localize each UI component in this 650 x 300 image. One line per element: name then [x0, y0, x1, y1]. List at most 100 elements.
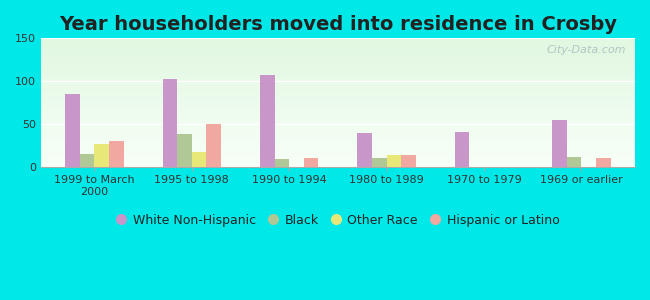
Bar: [41, 110, 635, 112]
Bar: [41, 116, 635, 117]
Bar: [274, 159, 289, 167]
Bar: [41, 73, 635, 74]
Bar: [41, 103, 635, 104]
Bar: [41, 98, 635, 99]
Bar: [41, 61, 635, 63]
Bar: [41, 100, 635, 101]
Bar: [41, 63, 635, 64]
Bar: [41, 101, 635, 103]
Bar: [41, 127, 635, 128]
Title: Year householders moved into residence in Crosby: Year householders moved into residence i…: [59, 15, 617, 34]
Bar: [41, 91, 635, 92]
Bar: [455, 132, 469, 167]
Bar: [401, 155, 416, 167]
Bar: [162, 79, 177, 167]
Bar: [41, 159, 635, 160]
Bar: [552, 120, 567, 167]
Bar: [41, 112, 635, 113]
Bar: [41, 92, 635, 94]
Bar: [41, 157, 635, 158]
Bar: [41, 117, 635, 118]
Bar: [41, 148, 635, 149]
Bar: [41, 154, 635, 155]
Bar: [41, 104, 635, 105]
Bar: [41, 82, 635, 83]
Bar: [41, 144, 635, 145]
Bar: [80, 154, 94, 167]
Bar: [41, 160, 635, 162]
Bar: [41, 67, 635, 68]
Bar: [41, 42, 635, 44]
Bar: [41, 141, 635, 142]
Bar: [41, 130, 635, 131]
Bar: [41, 121, 635, 122]
Bar: [41, 126, 635, 127]
Bar: [41, 95, 635, 96]
Bar: [41, 108, 635, 109]
Bar: [41, 139, 635, 140]
Bar: [596, 158, 610, 167]
Bar: [177, 134, 192, 167]
Bar: [41, 69, 635, 70]
Bar: [41, 164, 635, 166]
Bar: [41, 145, 635, 146]
Bar: [41, 88, 635, 90]
Bar: [41, 136, 635, 137]
Bar: [387, 155, 401, 167]
Bar: [41, 72, 635, 73]
Bar: [41, 77, 635, 78]
Bar: [41, 142, 635, 144]
Bar: [41, 153, 635, 154]
Bar: [41, 52, 635, 54]
Bar: [41, 49, 635, 50]
Bar: [41, 47, 635, 49]
Bar: [41, 155, 635, 157]
Bar: [94, 144, 109, 167]
Bar: [41, 114, 635, 116]
Bar: [41, 119, 635, 121]
Bar: [41, 59, 635, 60]
Bar: [41, 122, 635, 123]
Bar: [109, 141, 124, 167]
Bar: [41, 41, 635, 42]
Bar: [41, 74, 635, 76]
Bar: [41, 56, 635, 58]
Bar: [41, 80, 635, 81]
Bar: [41, 38, 635, 40]
Bar: [41, 131, 635, 132]
Bar: [41, 51, 635, 52]
Bar: [41, 140, 635, 141]
Bar: [358, 133, 372, 167]
Bar: [41, 99, 635, 100]
Bar: [41, 55, 635, 56]
Bar: [41, 46, 635, 47]
Bar: [41, 44, 635, 45]
Bar: [41, 45, 635, 46]
Bar: [207, 124, 221, 167]
Bar: [41, 146, 635, 148]
Bar: [41, 87, 635, 88]
Bar: [41, 50, 635, 51]
Bar: [41, 83, 635, 85]
Bar: [41, 135, 635, 136]
Bar: [41, 85, 635, 86]
Bar: [41, 86, 635, 87]
Bar: [41, 96, 635, 98]
Bar: [41, 68, 635, 69]
Bar: [41, 94, 635, 95]
Bar: [41, 70, 635, 72]
Bar: [41, 150, 635, 152]
Bar: [41, 105, 635, 106]
Text: City-Data.com: City-Data.com: [547, 45, 626, 55]
Bar: [41, 149, 635, 150]
Bar: [41, 134, 635, 135]
Bar: [41, 54, 635, 55]
Bar: [41, 60, 635, 62]
Bar: [41, 166, 635, 167]
Legend: White Non-Hispanic, Black, Other Race, Hispanic or Latino: White Non-Hispanic, Black, Other Race, H…: [111, 209, 564, 232]
Bar: [41, 118, 635, 119]
Bar: [41, 132, 635, 134]
Bar: [41, 64, 635, 65]
Bar: [41, 40, 635, 41]
Bar: [41, 123, 635, 124]
